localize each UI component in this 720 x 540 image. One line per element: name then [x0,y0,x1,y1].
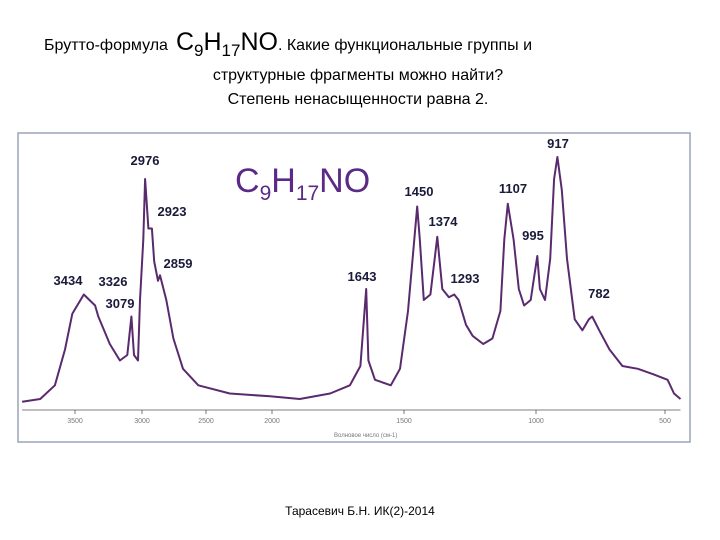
footer: Тарасевич Б.Н. ИК(2)-2014 [285,504,435,518]
title-prefix: Брутто-формула [44,37,168,54]
formula-element: C [235,162,260,200]
plot-frame [17,132,691,443]
peak-label: 2859 [164,256,193,271]
formula-element: C [176,28,194,56]
title-line-1: Брутто-формула C9H17NO. Какие функциональ… [44,28,532,60]
peak-label: 782 [588,286,610,301]
peak-label: 3326 [99,274,128,289]
formula-subscript: 9 [260,182,272,205]
x-tick-label: 1000 [528,418,544,425]
formula-element: H [203,28,221,56]
formula-subscript: 9 [194,41,203,60]
x-axis-title: Волновое число (см-1) [334,433,397,439]
peak-label: 3434 [54,273,84,288]
x-tick-label: 1500 [396,418,412,425]
peak-label: 995 [522,228,544,243]
x-tick-label: 2500 [198,418,214,425]
formula-element: NO [240,28,278,56]
x-tick-label: 500 [659,418,671,425]
formula-subscript: 17 [296,182,319,205]
peak-label: 1643 [348,269,377,284]
formula-element: H [271,162,296,200]
title-line-3: Степень ненасыщенности равна 2. [228,91,489,108]
title-suffix: . Какие функциональные группы и [278,37,532,54]
x-tick-label: 3000 [134,418,150,425]
chart-formula: C9H17NO [235,162,370,205]
x-tick-label: 3500 [67,418,83,425]
peak-label: 1374 [429,214,459,229]
formula-element: NO [319,162,370,200]
x-tick-label: 2000 [264,418,280,425]
formula-subscript: 17 [222,41,241,60]
title-line-2: структурные фрагменты можно найти? [213,67,503,84]
peak-label: 917 [547,136,569,151]
peak-label: 2976 [131,153,160,168]
peak-label: 1450 [405,184,434,199]
peak-label: 2923 [158,204,187,219]
spectrum-line [21,156,682,403]
peak-label: 3079 [106,296,135,311]
peak-label: 1293 [451,271,480,286]
peak-label: 1107 [499,181,527,196]
